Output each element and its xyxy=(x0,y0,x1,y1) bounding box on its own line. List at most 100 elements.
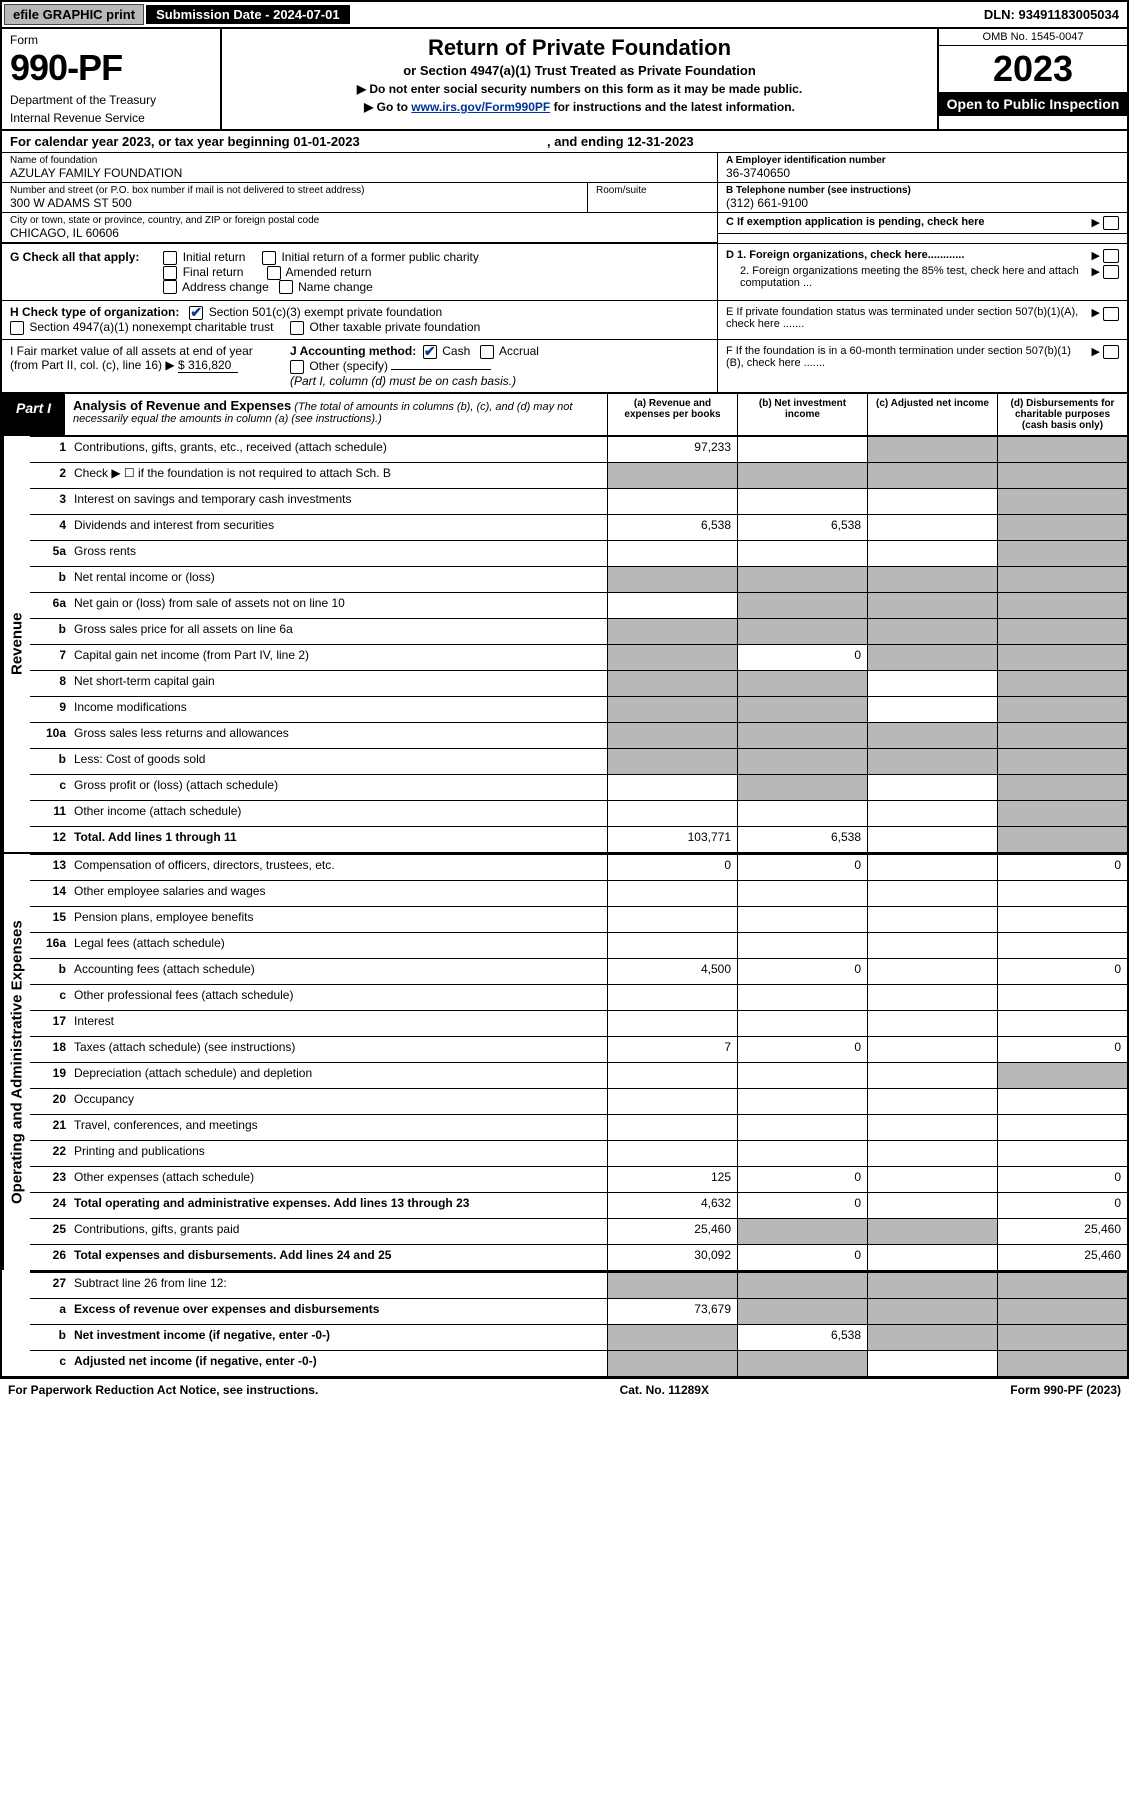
table-row: cAdjusted net income (if negative, enter… xyxy=(30,1350,1127,1376)
table-row: 4Dividends and interest from securities6… xyxy=(30,514,1127,540)
col-d-header: (d) Disbursements for charitable purpose… xyxy=(997,394,1127,435)
row-num: 2 xyxy=(30,463,70,488)
row-desc: Travel, conferences, and meetings xyxy=(70,1115,607,1140)
topbar: efile GRAPHIC print Submission Date - 20… xyxy=(2,2,1127,29)
table-row: 21Travel, conferences, and meetings xyxy=(30,1114,1127,1140)
cell-value: 7 xyxy=(607,1037,737,1062)
cell-shaded xyxy=(997,1063,1127,1088)
d1-checkbox[interactable] xyxy=(1103,249,1119,263)
g-amended-checkbox[interactable] xyxy=(267,266,281,280)
cell-shaded xyxy=(607,619,737,644)
h-501c3-checkbox[interactable] xyxy=(189,306,203,320)
room-label: Room/suite xyxy=(596,185,709,196)
cell-value xyxy=(607,1141,737,1166)
row-num: b xyxy=(30,619,70,644)
table-row: 15Pension plans, employee benefits xyxy=(30,906,1127,932)
g-name-checkbox[interactable] xyxy=(279,280,293,294)
row-desc: Contributions, gifts, grants, etc., rece… xyxy=(70,437,607,462)
cell-value xyxy=(867,1063,997,1088)
row-num: 18 xyxy=(30,1037,70,1062)
table-row: 9Income modifications xyxy=(30,696,1127,722)
cell-shaded xyxy=(867,567,997,592)
cell-value: 0 xyxy=(997,1037,1127,1062)
cell-shaded xyxy=(867,645,997,670)
cell-shaded xyxy=(737,619,867,644)
cell-value: 0 xyxy=(737,1037,867,1062)
row-num: 3 xyxy=(30,489,70,514)
row-num: 11 xyxy=(30,801,70,826)
form-label: Form xyxy=(10,33,212,47)
irs-link[interactable]: www.irs.gov/Form990PF xyxy=(411,100,550,114)
cell-shaded xyxy=(607,1351,737,1376)
cell-shaded xyxy=(997,723,1127,748)
cell-shaded xyxy=(997,567,1127,592)
cell-value xyxy=(607,985,737,1010)
cell-shaded xyxy=(997,1351,1127,1376)
cell-value xyxy=(607,1063,737,1088)
j-other-checkbox[interactable] xyxy=(290,360,304,374)
row-desc: Compensation of officers, directors, tru… xyxy=(70,855,607,880)
row-desc: Net rental income or (loss) xyxy=(70,567,607,592)
cell-shaded xyxy=(997,645,1127,670)
col-a-header: (a) Revenue and expenses per books xyxy=(607,394,737,435)
cell-shaded xyxy=(997,1273,1127,1298)
cell-value: 0 xyxy=(737,855,867,880)
row-desc: Interest xyxy=(70,1011,607,1036)
row-desc: Check ▶ ☐ if the foundation is not requi… xyxy=(70,463,607,488)
g-final-checkbox[interactable] xyxy=(163,266,177,280)
row-desc: Gross sales less returns and allowances xyxy=(70,723,607,748)
d2-checkbox[interactable] xyxy=(1103,265,1119,279)
row-num: 27 xyxy=(30,1273,70,1298)
cell-value xyxy=(867,1037,997,1062)
cell-value xyxy=(867,827,997,852)
table-row: 13Compensation of officers, directors, t… xyxy=(30,854,1127,880)
cell-shaded xyxy=(997,541,1127,566)
cell-value xyxy=(867,855,997,880)
cell-value xyxy=(997,933,1127,958)
part1-title: Analysis of Revenue and Expenses xyxy=(73,398,291,413)
j-accrual-checkbox[interactable] xyxy=(480,345,494,359)
cell-shaded xyxy=(867,1219,997,1244)
j-cash-checkbox[interactable] xyxy=(423,345,437,359)
cell-shaded xyxy=(607,723,737,748)
efile-btn[interactable]: efile GRAPHIC print xyxy=(4,4,144,25)
cell-value: 103,771 xyxy=(607,827,737,852)
h-other-checkbox[interactable] xyxy=(290,321,304,335)
h-4947-checkbox[interactable] xyxy=(10,321,24,335)
row-num: 21 xyxy=(30,1115,70,1140)
col-b-header: (b) Net investment income xyxy=(737,394,867,435)
c-checkbox[interactable] xyxy=(1103,216,1119,230)
f-checkbox[interactable] xyxy=(1103,345,1119,359)
cell-value xyxy=(997,1011,1127,1036)
table-row: 22Printing and publications xyxy=(30,1140,1127,1166)
i-value: $ 316,820 xyxy=(178,358,238,373)
cell-value xyxy=(607,489,737,514)
g-address-checkbox[interactable] xyxy=(163,280,177,294)
table-row: 11Other income (attach schedule) xyxy=(30,800,1127,826)
cell-value xyxy=(737,801,867,826)
cell-value xyxy=(867,697,997,722)
cell-value: 6,538 xyxy=(607,515,737,540)
cell-value xyxy=(867,907,997,932)
cell-shaded xyxy=(997,489,1127,514)
cell-shaded xyxy=(997,515,1127,540)
row-num: 8 xyxy=(30,671,70,696)
cell-value: 0 xyxy=(737,1245,867,1270)
g-initial-checkbox[interactable] xyxy=(163,251,177,265)
cell-value xyxy=(607,801,737,826)
cell-value: 0 xyxy=(737,1193,867,1218)
row-num: 13 xyxy=(30,855,70,880)
cell-shaded xyxy=(997,463,1127,488)
revenue-sidelabel: Revenue xyxy=(2,436,30,852)
cell-shaded xyxy=(997,593,1127,618)
row-num: 15 xyxy=(30,907,70,932)
cell-shaded xyxy=(867,723,997,748)
row-num: b xyxy=(30,567,70,592)
row-num: 9 xyxy=(30,697,70,722)
table-row: bNet investment income (if negative, ent… xyxy=(30,1324,1127,1350)
cell-value xyxy=(867,1141,997,1166)
e-checkbox[interactable] xyxy=(1103,307,1119,321)
g-former-checkbox[interactable] xyxy=(262,251,276,265)
cell-value xyxy=(867,1167,997,1192)
ein: 36-3740650 xyxy=(726,166,1119,180)
